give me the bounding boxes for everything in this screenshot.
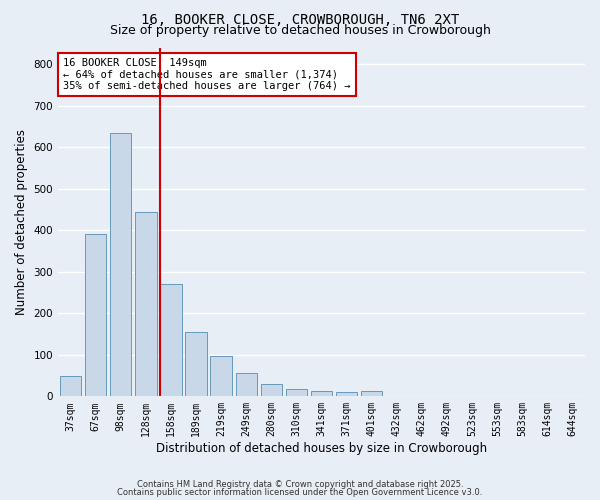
Bar xyxy=(185,332,207,396)
Text: 16 BOOKER CLOSE: 149sqm
← 64% of detached houses are smaller (1,374)
35% of semi: 16 BOOKER CLOSE: 149sqm ← 64% of detache… xyxy=(64,58,351,91)
Bar xyxy=(211,356,232,397)
Bar xyxy=(135,212,157,396)
Bar xyxy=(311,392,332,396)
Bar xyxy=(110,132,131,396)
Y-axis label: Number of detached properties: Number of detached properties xyxy=(15,129,28,315)
Bar xyxy=(60,376,81,396)
Bar xyxy=(85,234,106,396)
Bar xyxy=(236,372,257,396)
Text: 16, BOOKER CLOSE, CROWBOROUGH, TN6 2XT: 16, BOOKER CLOSE, CROWBOROUGH, TN6 2XT xyxy=(141,12,459,26)
Text: Contains HM Land Registry data © Crown copyright and database right 2025.: Contains HM Land Registry data © Crown c… xyxy=(137,480,463,489)
Text: Contains public sector information licensed under the Open Government Licence v3: Contains public sector information licen… xyxy=(118,488,482,497)
Bar xyxy=(361,392,382,396)
Bar xyxy=(286,389,307,396)
Bar xyxy=(336,392,357,396)
Bar xyxy=(160,284,182,397)
X-axis label: Distribution of detached houses by size in Crowborough: Distribution of detached houses by size … xyxy=(156,442,487,455)
Bar xyxy=(260,384,282,396)
Text: Size of property relative to detached houses in Crowborough: Size of property relative to detached ho… xyxy=(110,24,490,37)
